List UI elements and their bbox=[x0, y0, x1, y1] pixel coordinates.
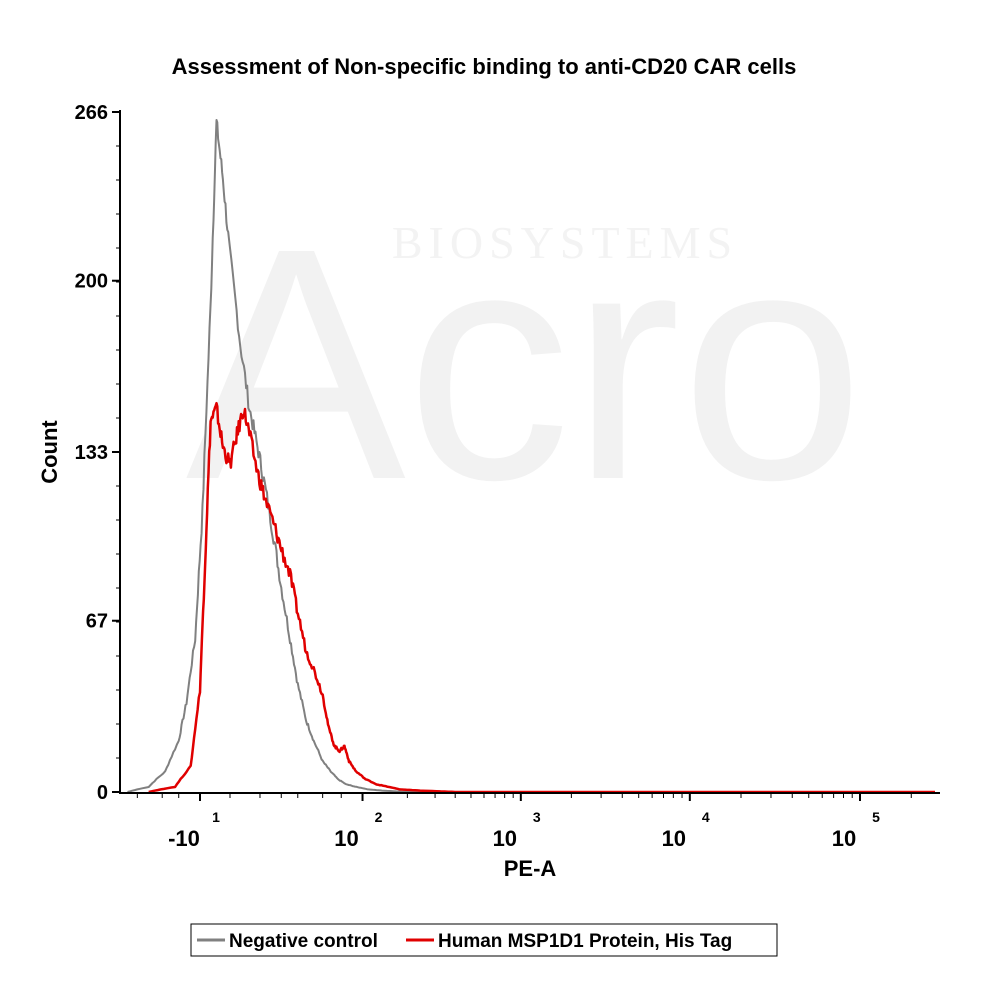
y-tick-label: 0 bbox=[97, 782, 108, 804]
x-tick-label: 10 bbox=[493, 826, 517, 851]
x-tick-label: 10 bbox=[662, 826, 686, 851]
x-axis-label: PE-A bbox=[504, 856, 557, 881]
x-tick-exponent: 4 bbox=[702, 809, 710, 825]
y-ticks: 0 67 133 200 266 bbox=[75, 102, 120, 804]
legend: Negative control Human MSP1D1 Protein, H… bbox=[190, 923, 778, 957]
x-tick-exponent: 3 bbox=[533, 809, 541, 825]
series-layer bbox=[127, 119, 935, 794]
y-tick-label: 200 bbox=[75, 271, 108, 293]
x-ticks: -10 1 10 2 10 3 10 4 10 5 bbox=[136, 793, 912, 851]
series-line-msp1d1 bbox=[148, 401, 935, 794]
watermark-logo: Acro bbox=[186, 179, 865, 548]
y-tick-label: 266 bbox=[75, 102, 108, 124]
x-tick-exponent: 1 bbox=[212, 809, 220, 825]
chart-title: Assessment of Non-specific binding to an… bbox=[172, 54, 797, 79]
y-tick-label: 67 bbox=[86, 611, 108, 633]
x-tick-label: 10 bbox=[334, 826, 358, 851]
legend-label-msp1d1: Human MSP1D1 Protein, His Tag bbox=[438, 931, 732, 952]
series-line-negative-control bbox=[127, 119, 935, 793]
legend-box bbox=[190, 923, 778, 957]
watermark-subtext: BIOSYSTEMS bbox=[392, 217, 738, 268]
x-tick-exponent: 5 bbox=[872, 809, 880, 825]
x-tick-exponent: 2 bbox=[375, 809, 383, 825]
y-axis-label: Count bbox=[37, 420, 62, 484]
y-tick-label: 133 bbox=[75, 442, 108, 464]
legend-label-negative-control: Negative control bbox=[229, 931, 378, 952]
x-tick-label: 10 bbox=[832, 826, 856, 851]
x-tick-label: -10 bbox=[168, 826, 200, 851]
